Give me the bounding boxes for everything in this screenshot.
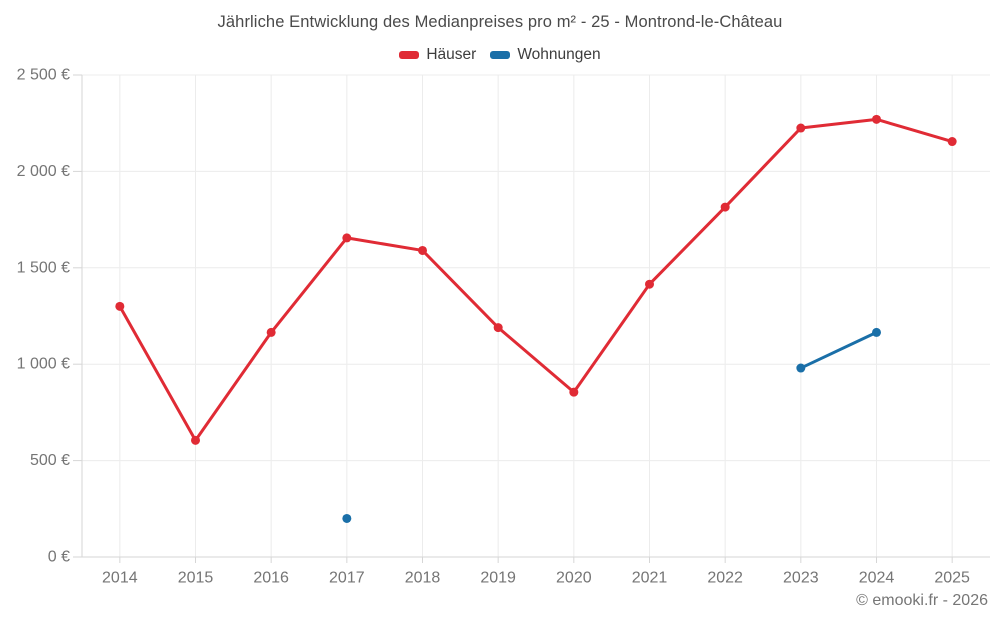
y-tick-label: 1 500 € — [17, 259, 70, 276]
data-point[interactable] — [266, 327, 276, 337]
y-tick-label: 2 500 € — [17, 67, 70, 84]
legend-swatch-hauser-icon — [399, 51, 420, 59]
x-tick-label: 2017 — [329, 570, 365, 587]
data-point[interactable] — [872, 327, 881, 337]
y-tick-label: 500 € — [30, 452, 70, 469]
x-tick-label: 2019 — [480, 570, 516, 587]
x-tick-label: 2024 — [859, 570, 895, 587]
x-tick-label: 2015 — [178, 570, 214, 587]
x-tick-label: 2014 — [102, 570, 138, 587]
x-tick-label: 2023 — [783, 570, 819, 587]
y-tick-label: 1 000 € — [17, 356, 70, 373]
data-point[interactable] — [947, 137, 957, 147]
data-point[interactable] — [645, 279, 654, 289]
legend-item-wohnungen[interactable]: Wohnungen — [490, 46, 601, 64]
y-tick-label: 2 000 € — [17, 163, 70, 180]
legend-swatch-wohnungen-icon — [490, 51, 511, 59]
chart-title: Jährliche Entwicklung des Medianpreises … — [217, 13, 783, 31]
series-line-1 — [799, 330, 878, 370]
data-point[interactable] — [796, 123, 806, 133]
x-tick-label: 2018 — [405, 570, 441, 587]
data-point[interactable] — [342, 233, 352, 243]
data-point[interactable] — [796, 363, 806, 373]
data-point[interactable] — [493, 323, 503, 333]
data-point[interactable] — [342, 513, 352, 523]
series-line-0 — [118, 117, 954, 442]
y-tick-label: 0 € — [48, 549, 70, 566]
data-point[interactable] — [418, 245, 427, 255]
legend-label-hauser: Häuser — [426, 46, 477, 63]
x-tick-label: 2021 — [632, 570, 668, 587]
data-point[interactable] — [115, 301, 125, 311]
copyright-footer: © emooki.fr - 2026 — [856, 592, 988, 609]
legend-item-hauser[interactable]: Häuser — [399, 46, 476, 64]
x-tick-label: 2022 — [707, 570, 743, 587]
data-point[interactable] — [569, 387, 579, 397]
x-tick-label: 2025 — [934, 570, 970, 587]
data-point[interactable] — [191, 435, 200, 445]
data-point[interactable] — [720, 202, 730, 212]
data-point[interactable] — [872, 114, 881, 124]
x-tick-label: 2016 — [253, 570, 289, 587]
legend-label-wohnungen: Wohnungen — [517, 46, 601, 63]
chart-legend: Häuser Wohnungen — [0, 46, 1000, 64]
x-tick-label: 2020 — [556, 570, 592, 587]
